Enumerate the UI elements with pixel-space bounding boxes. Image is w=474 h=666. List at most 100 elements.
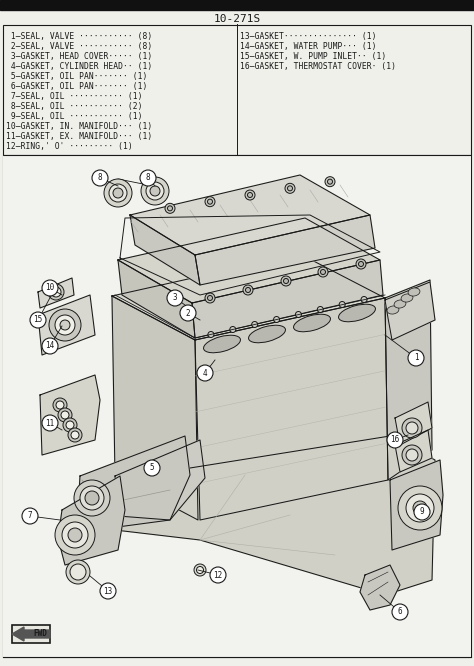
Text: 3–GASKET, HEAD COVER····· (1): 3–GASKET, HEAD COVER····· (1) — [6, 51, 152, 61]
Circle shape — [243, 285, 253, 295]
Circle shape — [205, 293, 215, 303]
Polygon shape — [78, 436, 190, 530]
Circle shape — [339, 302, 345, 308]
Ellipse shape — [408, 288, 420, 296]
Ellipse shape — [401, 294, 413, 302]
Text: 7–SEAL, OIL ··········· (1): 7–SEAL, OIL ··········· (1) — [6, 91, 143, 101]
Text: 2–SEAL, VALVE ··········· (8): 2–SEAL, VALVE ··········· (8) — [6, 41, 152, 51]
Circle shape — [140, 170, 156, 186]
Circle shape — [325, 176, 335, 186]
Polygon shape — [395, 430, 432, 472]
Text: 6: 6 — [398, 607, 402, 617]
Circle shape — [356, 259, 366, 269]
Circle shape — [61, 411, 69, 419]
Circle shape — [180, 305, 196, 321]
Circle shape — [63, 418, 77, 432]
Circle shape — [247, 192, 253, 198]
Polygon shape — [385, 282, 435, 340]
Polygon shape — [360, 565, 400, 610]
Circle shape — [318, 267, 328, 277]
Circle shape — [68, 528, 82, 542]
Circle shape — [406, 422, 418, 434]
Circle shape — [414, 504, 430, 520]
Circle shape — [144, 460, 160, 476]
Bar — [3, 155, 471, 657]
Text: 3: 3 — [173, 294, 177, 302]
Text: 1–SEAL, VALVE ··········· (8): 1–SEAL, VALVE ··········· (8) — [6, 31, 152, 41]
Ellipse shape — [394, 300, 406, 308]
Text: 13–GASKET··············· (1): 13–GASKET··············· (1) — [240, 31, 376, 41]
Circle shape — [361, 296, 367, 302]
Text: FWD: FWD — [33, 629, 47, 639]
Text: 10-271S: 10-271S — [213, 14, 261, 24]
Circle shape — [51, 287, 61, 297]
Circle shape — [387, 432, 403, 448]
Polygon shape — [195, 215, 375, 285]
Circle shape — [141, 177, 169, 205]
Text: 5: 5 — [150, 464, 155, 472]
Circle shape — [210, 567, 226, 583]
Circle shape — [66, 421, 74, 429]
Polygon shape — [38, 295, 95, 355]
Text: 9: 9 — [419, 507, 424, 517]
Circle shape — [283, 278, 289, 284]
Circle shape — [408, 350, 424, 366]
Circle shape — [246, 288, 250, 292]
Text: 10: 10 — [46, 284, 55, 292]
Circle shape — [398, 486, 442, 530]
Circle shape — [42, 338, 58, 354]
Circle shape — [165, 203, 175, 213]
Text: 12: 12 — [213, 571, 223, 579]
Circle shape — [402, 418, 422, 438]
Circle shape — [150, 186, 160, 196]
Circle shape — [208, 199, 212, 204]
Text: 13: 13 — [103, 587, 113, 595]
Circle shape — [71, 431, 79, 439]
Text: 6–GASKET, OIL PAN······· (1): 6–GASKET, OIL PAN······· (1) — [6, 81, 147, 91]
Circle shape — [85, 491, 99, 505]
Text: 15: 15 — [33, 316, 43, 324]
Circle shape — [74, 480, 110, 516]
Circle shape — [167, 206, 173, 211]
Circle shape — [285, 183, 295, 193]
Circle shape — [406, 449, 418, 461]
Circle shape — [245, 190, 255, 200]
Circle shape — [328, 179, 332, 184]
Ellipse shape — [338, 304, 375, 322]
Polygon shape — [395, 402, 432, 445]
Circle shape — [104, 179, 132, 207]
Text: 7: 7 — [27, 511, 32, 521]
Text: 4–GASKET, CYLINDER HEAD·· (1): 4–GASKET, CYLINDER HEAD·· (1) — [6, 61, 152, 71]
Polygon shape — [118, 260, 195, 338]
Text: 16–GASKET, THERMOSTAT COVER· (1): 16–GASKET, THERMOSTAT COVER· (1) — [240, 61, 396, 71]
Text: 14–GASKET, WATER PUMP··· (1): 14–GASKET, WATER PUMP··· (1) — [240, 41, 376, 51]
Bar — [3, 25, 471, 155]
Circle shape — [48, 284, 64, 300]
Polygon shape — [40, 375, 100, 455]
Circle shape — [49, 309, 81, 341]
Circle shape — [80, 486, 104, 510]
Circle shape — [62, 522, 88, 548]
Circle shape — [252, 322, 258, 328]
Ellipse shape — [387, 306, 399, 314]
Circle shape — [194, 564, 206, 576]
Text: 9–SEAL, OIL ··········· (1): 9–SEAL, OIL ··········· (1) — [6, 111, 143, 121]
Circle shape — [22, 508, 38, 524]
Circle shape — [402, 445, 422, 465]
Circle shape — [55, 515, 95, 555]
Text: 5–GASKET, OIL PAN······· (1): 5–GASKET, OIL PAN······· (1) — [6, 71, 147, 81]
Circle shape — [58, 408, 72, 422]
Circle shape — [42, 415, 58, 431]
Text: 11–GASKET, EX. MANIFOLD··· (1): 11–GASKET, EX. MANIFOLD··· (1) — [6, 131, 152, 141]
Circle shape — [358, 262, 364, 266]
Circle shape — [113, 188, 123, 198]
Circle shape — [208, 296, 212, 300]
Circle shape — [392, 604, 408, 620]
Text: 8: 8 — [98, 174, 102, 182]
Circle shape — [56, 401, 64, 409]
Text: 2: 2 — [186, 308, 191, 318]
Polygon shape — [38, 278, 74, 308]
Polygon shape — [390, 460, 443, 550]
Circle shape — [208, 332, 214, 338]
Circle shape — [295, 312, 301, 318]
